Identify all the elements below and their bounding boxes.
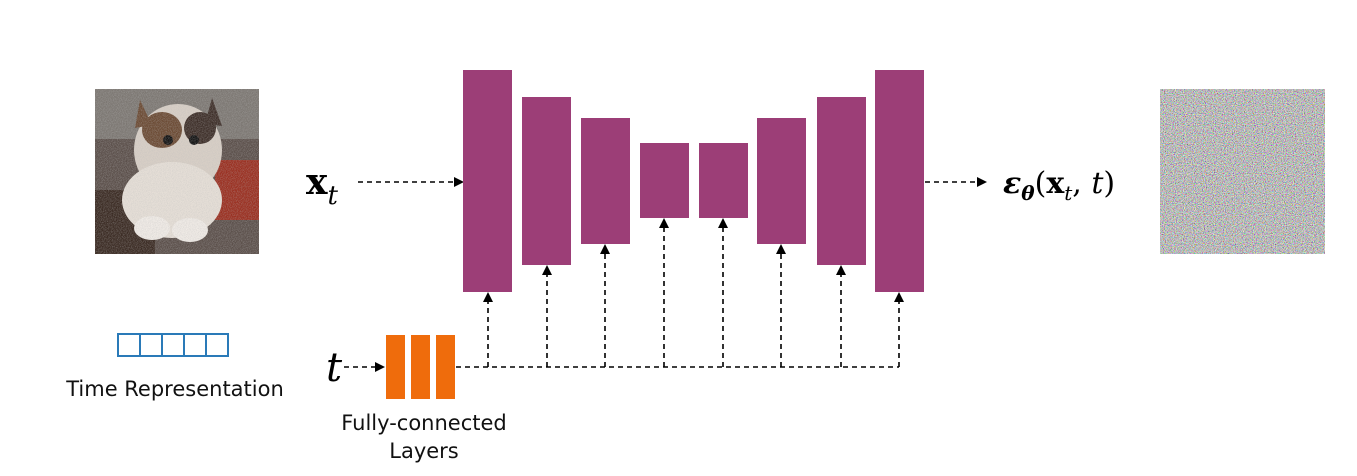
output-t: t	[1091, 166, 1104, 201]
input-symbol-main: x	[306, 161, 328, 203]
time-embedding-connections	[456, 218, 904, 368]
output-x: x	[1046, 166, 1065, 201]
unet-block-2	[522, 97, 571, 265]
unet-block-4	[640, 143, 689, 218]
unet-block-6	[757, 118, 806, 244]
time-representation-box	[117, 333, 229, 357]
fc-bar-1	[386, 335, 405, 399]
output-close: )	[1103, 166, 1115, 201]
unet	[463, 70, 924, 292]
output-x-sub: t	[1064, 181, 1073, 205]
unet-block-8	[875, 70, 924, 292]
output-comma: ,	[1072, 166, 1091, 201]
fc-label-line1: Fully-connected	[341, 411, 507, 435]
fc-bar-3	[436, 335, 455, 399]
noise-image	[1160, 89, 1325, 254]
time-symbol: t	[326, 345, 343, 391]
time-representation-label: Time Representation	[65, 377, 284, 401]
input-symbol-sub: t	[327, 181, 338, 211]
fc-label-line2: Layers	[389, 439, 459, 463]
output-symbol: εθ(xt, t)	[1003, 166, 1115, 205]
unet-block-1	[463, 70, 512, 292]
unet-block-7	[817, 97, 866, 265]
fc-bar-2	[411, 335, 430, 399]
output-open: (	[1035, 166, 1047, 201]
output-theta: θ	[1021, 181, 1035, 205]
input-symbol: xt	[306, 161, 338, 211]
unet-block-5	[699, 143, 748, 218]
unet-block-3	[581, 118, 630, 244]
fc-layers	[386, 335, 455, 399]
output-eps: ε	[1003, 166, 1021, 201]
noisy-cat-image	[95, 89, 259, 254]
